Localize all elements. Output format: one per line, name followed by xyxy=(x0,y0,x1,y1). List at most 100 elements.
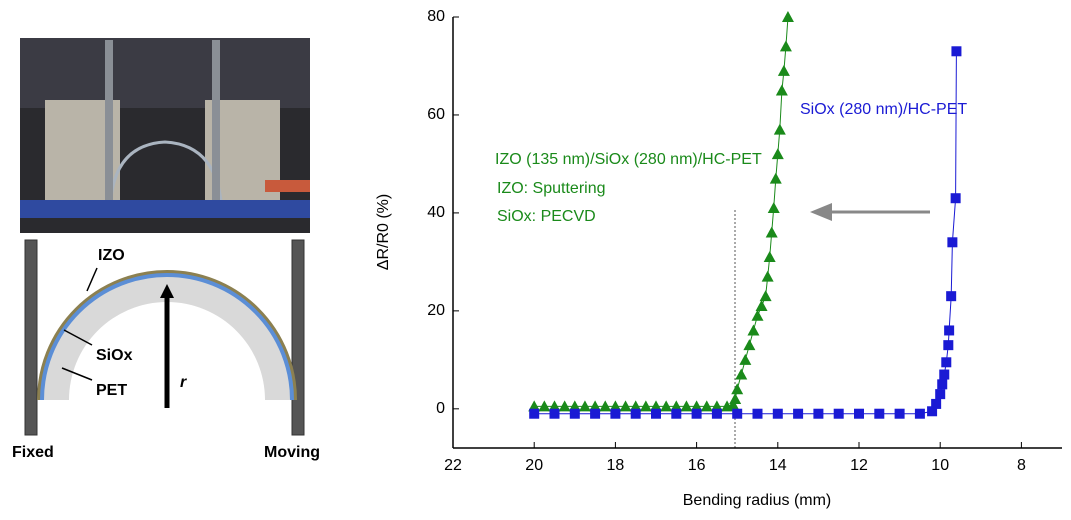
marker xyxy=(751,309,764,321)
marker xyxy=(759,290,772,302)
x-tick-label: 14 xyxy=(769,457,787,474)
marker xyxy=(529,408,540,419)
marker xyxy=(927,406,938,417)
marker xyxy=(731,383,744,395)
marker xyxy=(671,408,682,419)
marker xyxy=(589,400,602,412)
bending-diagram: IZO SiOx PET r Fixed Moving xyxy=(12,239,320,461)
x-tick-label: 10 xyxy=(931,457,949,474)
y-tick-label: 0 xyxy=(436,400,445,417)
marker xyxy=(950,193,961,204)
x-tick-label: 20 xyxy=(525,457,543,474)
label-radius: r xyxy=(180,374,187,391)
marker xyxy=(670,400,683,412)
marker xyxy=(777,64,790,76)
y-axis-label: ΔR/R0 (%) xyxy=(375,194,392,270)
annotation: SiOx: PECVD xyxy=(497,208,596,225)
label-siox: SiOx xyxy=(96,347,133,364)
marker xyxy=(894,408,905,419)
marker xyxy=(639,400,652,412)
x-tick-label: 8 xyxy=(1017,457,1026,474)
marker xyxy=(599,400,612,412)
marker xyxy=(651,408,661,419)
marker xyxy=(752,408,763,419)
marker xyxy=(711,408,722,419)
marker xyxy=(772,408,783,419)
marker xyxy=(747,324,760,336)
y-tick-label: 40 xyxy=(427,204,445,221)
y-tick-label: 80 xyxy=(427,8,445,25)
marker xyxy=(939,369,950,380)
x-tick-label: 18 xyxy=(607,457,625,474)
y-tick-label: 60 xyxy=(427,106,445,123)
marker xyxy=(769,172,782,184)
annotation: IZO: Sputtering xyxy=(497,180,606,197)
marker xyxy=(765,226,778,238)
marker xyxy=(700,400,713,412)
marker xyxy=(951,46,962,57)
marker xyxy=(549,408,560,419)
x-axis-label: Bending radius (mm) xyxy=(683,492,832,509)
marker xyxy=(610,408,621,419)
marker xyxy=(931,398,942,409)
marker xyxy=(629,400,642,412)
marker xyxy=(739,353,752,365)
marker xyxy=(781,11,794,22)
marker xyxy=(914,408,925,419)
arrow-head xyxy=(810,203,832,221)
marker xyxy=(947,237,958,248)
marker xyxy=(548,400,561,412)
label-pet: PET xyxy=(96,382,127,399)
marker xyxy=(538,400,551,412)
marker xyxy=(874,408,885,419)
marker xyxy=(775,84,788,96)
marker xyxy=(935,389,946,400)
y-tick-label: 20 xyxy=(427,302,445,319)
marker xyxy=(946,291,957,302)
label-moving: Moving xyxy=(264,444,320,461)
marker xyxy=(761,270,774,282)
marker xyxy=(528,400,541,412)
marker xyxy=(690,400,703,412)
marker xyxy=(558,400,571,412)
marker xyxy=(755,299,768,311)
marker xyxy=(944,325,955,336)
marker xyxy=(771,148,784,160)
marker xyxy=(773,123,786,135)
label-fixed: Fixed xyxy=(12,444,54,461)
legend-label: IZO (135 nm)/SiOx (280 nm)/HC-PET xyxy=(495,151,762,168)
x-tick-label: 16 xyxy=(688,457,706,474)
marker xyxy=(732,408,743,419)
marker xyxy=(767,202,780,214)
marker xyxy=(710,400,723,412)
marker xyxy=(943,340,954,351)
marker xyxy=(650,400,662,412)
x-tick-label: 12 xyxy=(850,457,868,474)
marker xyxy=(763,250,776,262)
marker xyxy=(729,393,742,405)
marker xyxy=(735,368,748,380)
marker xyxy=(937,379,948,390)
marker xyxy=(833,408,844,419)
marker xyxy=(743,339,756,351)
x-tick-label: 22 xyxy=(444,457,462,474)
marker xyxy=(569,408,580,419)
marker xyxy=(680,400,693,412)
marker xyxy=(779,40,792,52)
marker xyxy=(660,400,673,412)
marker xyxy=(619,400,632,412)
marker xyxy=(854,408,864,419)
marker xyxy=(630,408,641,419)
marker xyxy=(578,400,591,412)
marker xyxy=(568,400,581,412)
marker xyxy=(727,398,740,410)
marker xyxy=(590,408,601,419)
label-izo: IZO xyxy=(98,247,125,264)
photo xyxy=(20,38,310,233)
marker xyxy=(691,408,702,419)
marker xyxy=(941,357,952,368)
marker xyxy=(813,408,824,419)
marker xyxy=(793,408,804,419)
legend-label: SiOx (280 nm)/HC-PET xyxy=(800,101,967,118)
